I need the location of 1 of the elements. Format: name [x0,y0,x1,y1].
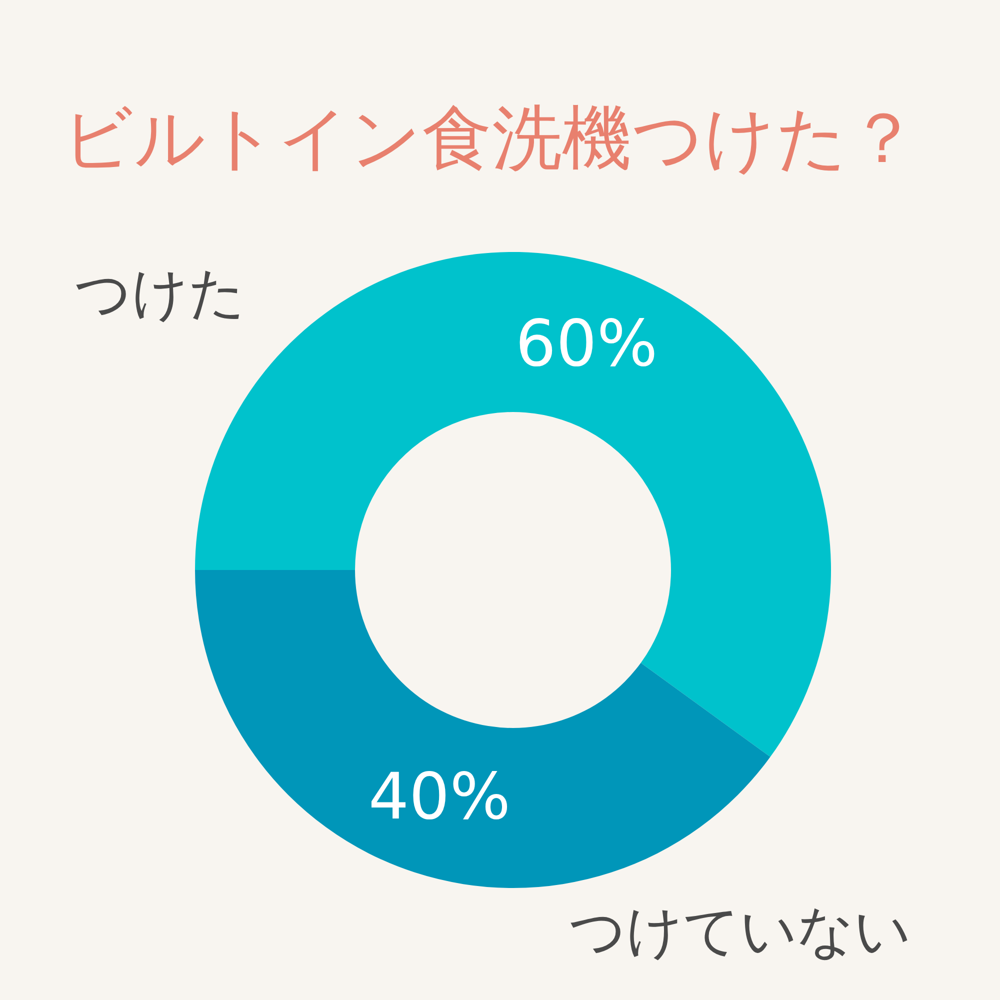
title: ビルトイン食洗機つけた？ [62,97,918,179]
